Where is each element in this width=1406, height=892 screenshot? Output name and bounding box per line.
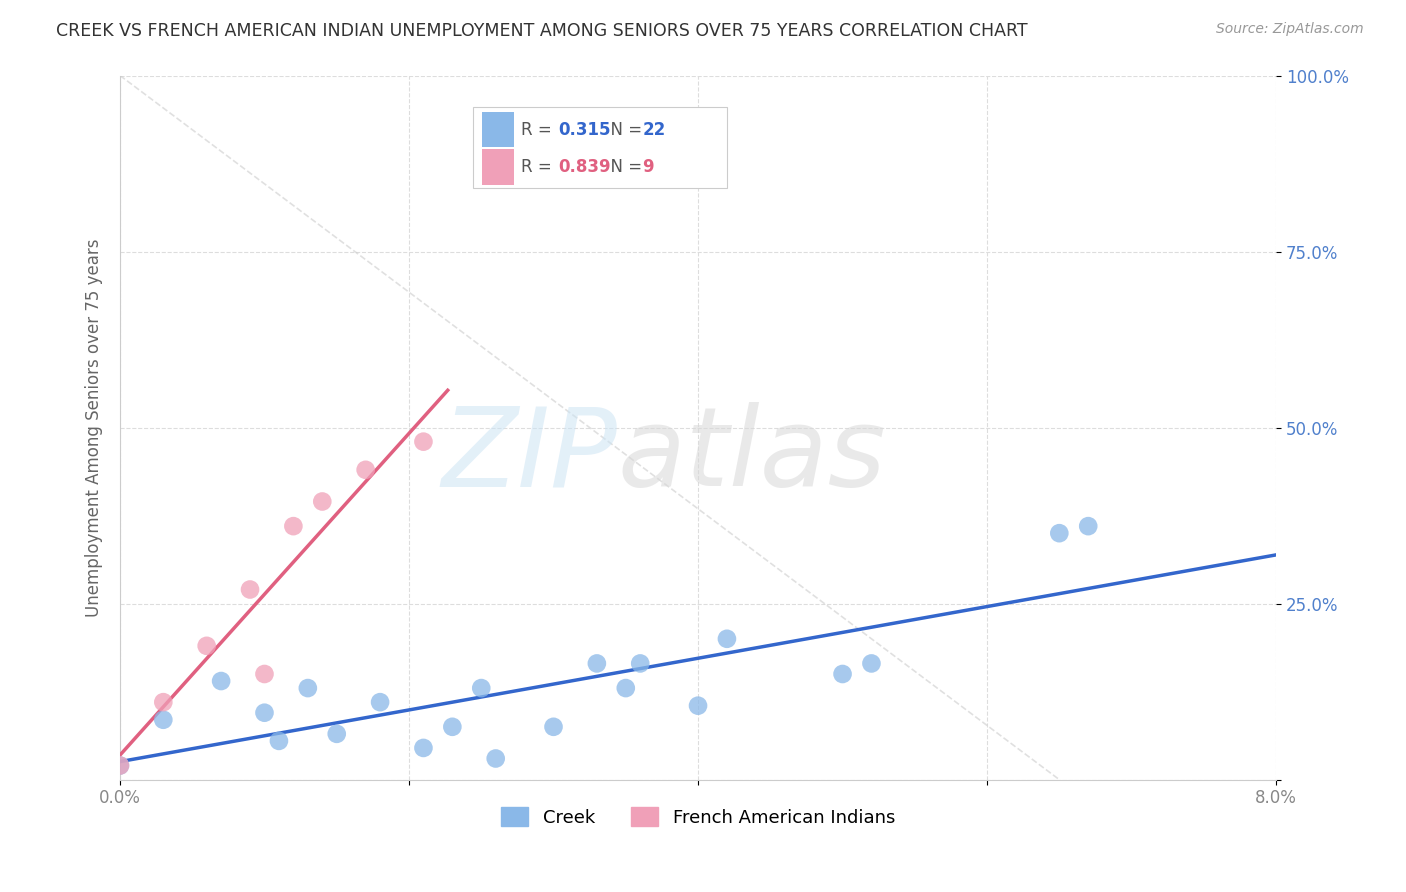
Point bbox=[412, 740, 434, 755]
Point bbox=[485, 751, 508, 765]
Point bbox=[831, 667, 853, 681]
Text: N =: N = bbox=[600, 158, 647, 176]
Point bbox=[209, 673, 232, 688]
FancyBboxPatch shape bbox=[472, 107, 727, 188]
Legend: Creek, French American Indians: Creek, French American Indians bbox=[494, 800, 903, 834]
Text: N =: N = bbox=[600, 120, 647, 139]
Text: ZIP: ZIP bbox=[441, 402, 617, 509]
Text: R =: R = bbox=[522, 120, 557, 139]
Point bbox=[1077, 519, 1099, 533]
Point bbox=[283, 519, 305, 533]
Point bbox=[108, 758, 131, 772]
Point bbox=[354, 463, 377, 477]
Point bbox=[686, 698, 709, 713]
Point bbox=[253, 706, 276, 720]
Text: 0.315: 0.315 bbox=[558, 120, 610, 139]
Point bbox=[441, 720, 464, 734]
Text: Source: ZipAtlas.com: Source: ZipAtlas.com bbox=[1216, 22, 1364, 37]
Text: 22: 22 bbox=[643, 120, 666, 139]
Point bbox=[152, 695, 174, 709]
Point bbox=[326, 727, 349, 741]
Point bbox=[543, 720, 565, 734]
Text: 9: 9 bbox=[643, 158, 654, 176]
Y-axis label: Unemployment Among Seniors over 75 years: Unemployment Among Seniors over 75 years bbox=[86, 238, 103, 616]
Point bbox=[628, 657, 651, 671]
Point bbox=[108, 758, 131, 772]
Point bbox=[368, 695, 391, 709]
Text: atlas: atlas bbox=[617, 402, 886, 509]
Point bbox=[267, 734, 290, 748]
Point bbox=[860, 657, 883, 671]
Point bbox=[311, 494, 333, 508]
Point bbox=[239, 582, 262, 597]
Point bbox=[1047, 526, 1070, 541]
FancyBboxPatch shape bbox=[482, 112, 515, 147]
Text: CREEK VS FRENCH AMERICAN INDIAN UNEMPLOYMENT AMONG SENIORS OVER 75 YEARS CORRELA: CREEK VS FRENCH AMERICAN INDIAN UNEMPLOY… bbox=[56, 22, 1028, 40]
Point bbox=[297, 681, 319, 695]
Point bbox=[614, 681, 637, 695]
Point bbox=[586, 657, 609, 671]
FancyBboxPatch shape bbox=[482, 150, 515, 185]
Point bbox=[195, 639, 218, 653]
Point bbox=[716, 632, 738, 646]
Point bbox=[470, 681, 492, 695]
Text: 0.839: 0.839 bbox=[558, 158, 610, 176]
Point bbox=[253, 667, 276, 681]
Text: R =: R = bbox=[522, 158, 557, 176]
Point bbox=[412, 434, 434, 449]
Point bbox=[152, 713, 174, 727]
